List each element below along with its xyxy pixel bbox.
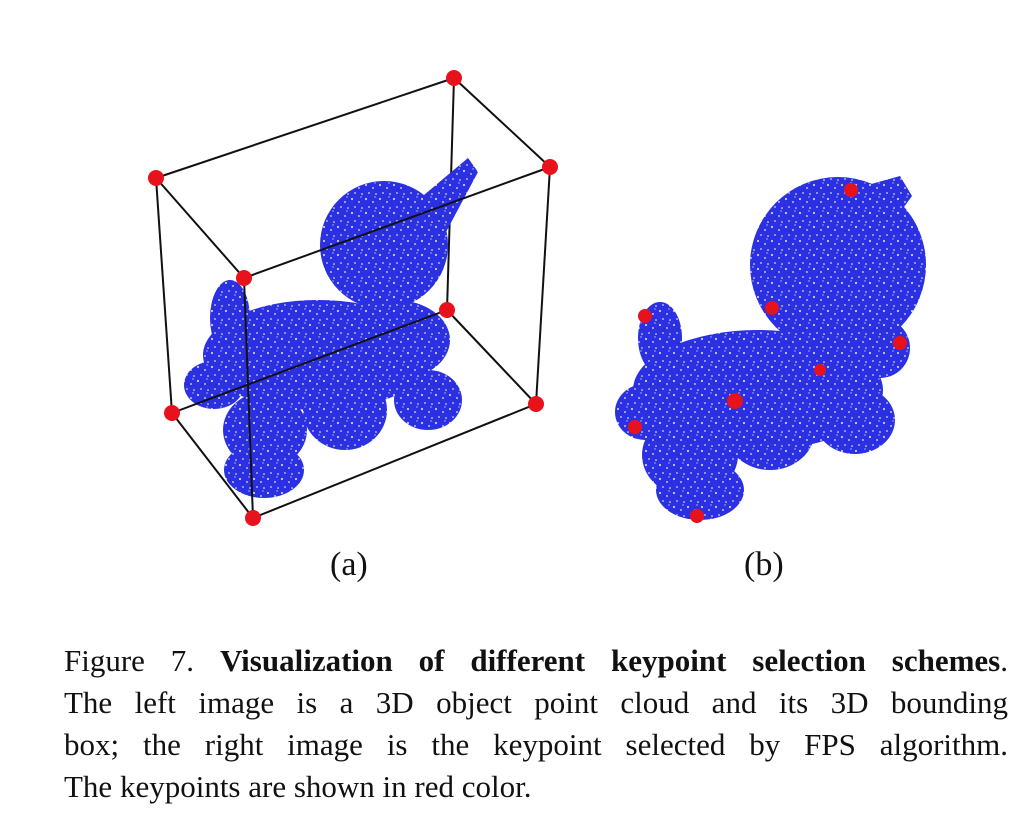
figure-graphic: [148, 70, 926, 526]
box-corner-keypoints: [148, 70, 558, 526]
fps-keypoints: [628, 183, 907, 523]
keypoint: [528, 396, 544, 412]
figure: (a) (b): [148, 70, 926, 583]
keypoint: [893, 336, 907, 350]
point-cloud-object-b: [615, 176, 926, 520]
bounding-box-front-edges: [155, 166, 551, 519]
subcaption-b: (b): [744, 546, 784, 583]
keypoint: [446, 70, 462, 86]
panel-a-point-cloud-with-box: [148, 70, 558, 526]
keypoint: [690, 509, 704, 523]
keypoint: [638, 309, 652, 323]
keypoint: [844, 183, 858, 197]
keypoint: [439, 302, 455, 318]
keypoint: [236, 270, 252, 286]
subcaption-a: (a): [330, 546, 368, 583]
caption-line-1: Figure 7. Visualization of different key…: [64, 640, 1008, 682]
keypoint: [148, 170, 164, 186]
figure-caption: Figure 7. Visualization of different key…: [64, 640, 1008, 808]
caption-title: Visualization of different keypoint sele…: [219, 643, 1001, 678]
keypoint: [164, 405, 180, 421]
caption-line-2: The left image is a 3D object point clou…: [64, 685, 1008, 720]
panel-b-fps-keypoints: [615, 176, 926, 523]
caption-line-4: The keypoints are shown in red color.: [64, 769, 532, 804]
keypoint: [542, 159, 558, 175]
figure-label: Figure 7.: [64, 643, 195, 678]
keypoint: [245, 510, 261, 526]
keypoint: [814, 364, 826, 376]
caption-line-3: box; the right image is the keypoint sel…: [64, 727, 1008, 762]
keypoint: [628, 420, 642, 434]
keypoint: [765, 301, 779, 315]
keypoint: [727, 393, 743, 409]
caption-title-end: .: [1000, 643, 1008, 678]
